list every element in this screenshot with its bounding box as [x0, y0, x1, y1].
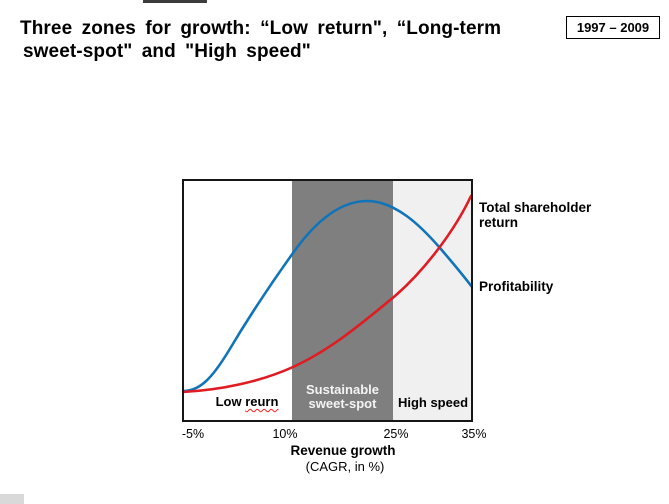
chart-curves [182, 194, 473, 394]
chart-plot-area: Low reurn Sustainable sweet-spot High sp… [182, 179, 473, 422]
x-axis-subtitle: (CAGR, in %) [305, 459, 385, 474]
series-label-profitability: Profitability [479, 279, 554, 294]
cropped-logo-mark [143, 0, 207, 3]
zone-label-high-speed: High speed [397, 395, 469, 410]
slide-title: Three zones for growth: “Low return", “L… [20, 17, 501, 63]
zone-sweet-spot [292, 179, 393, 422]
zone-label-sweet-line1: Sustainable [306, 382, 379, 397]
x-tick-25: 25% [383, 427, 409, 441]
zone-label-low-word: Low [215, 394, 246, 409]
x-axis-title: Revenue growth [290, 443, 396, 458]
zone-label-sweet-line2: sweet-spot [308, 396, 377, 411]
zone-label-low-typo-word: reurn [245, 394, 279, 409]
profitability-curve [182, 199, 473, 393]
slide-title-line1: Three zones for growth: “Low return", “L… [20, 18, 502, 39]
total-shareholder-return-curve [182, 194, 473, 394]
zone-label-sweet-spot: Sustainable sweet-spot [292, 383, 393, 411]
series-label-total-shareholder-return: Total shareholder return [479, 200, 592, 230]
bottom-left-artifact [0, 494, 24, 504]
x-tick-35: 35% [461, 427, 487, 441]
slide-title-line2: sweet-spot" and "High speed" [23, 41, 311, 62]
x-tick-minus5: -5% [181, 427, 205, 441]
zone-low-return [182, 179, 292, 422]
period-badge: 1997 – 2009 [566, 16, 660, 39]
zone-label-low-return: Low reurn [192, 394, 302, 409]
x-tick-10: 10% [272, 427, 298, 441]
